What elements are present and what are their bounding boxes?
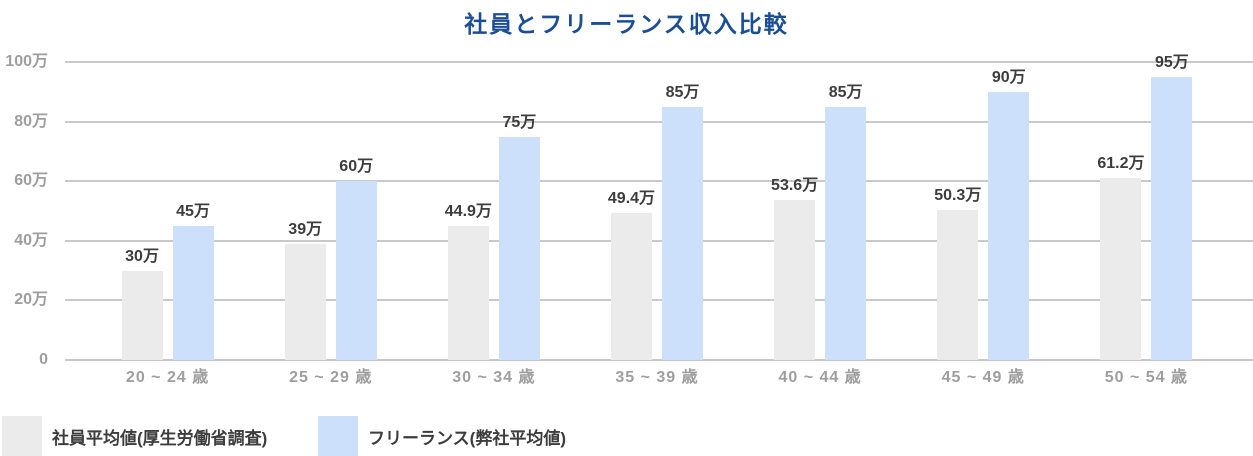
bar-fill <box>121 270 163 360</box>
gridline <box>65 299 1253 302</box>
chart-title: 社員とフリーランス収入比較 <box>464 11 789 37</box>
employee-bar: 39万 <box>284 221 326 360</box>
gridline <box>65 239 1253 242</box>
freelance-bar: 75万 <box>498 114 540 360</box>
legend-item-employee: 社員平均値(厚生労働省調査) <box>2 416 267 456</box>
bar-fill <box>825 106 867 360</box>
bar-group: 61.2万 95万 <box>1065 54 1228 360</box>
freelance-bar: 85万 <box>825 84 867 360</box>
bar-fill <box>988 91 1030 360</box>
employee-bar: 50.3万 <box>934 187 981 360</box>
plot-area: 30万 45万 39万 60万 44.9万 75万 49.4万 85万 53.6万 85万 50.3… <box>65 54 1253 361</box>
legend-label: 社員平均値(厚生労働省調査) <box>52 428 268 448</box>
legend: 社員平均値(厚生労働省調査) フリーランス(弊社平均値) <box>0 416 1253 456</box>
freelance-bar: 90万 <box>988 69 1030 360</box>
y-tick-label: 40万 <box>14 231 48 249</box>
bar-value-label: 53.6万 <box>771 177 819 195</box>
freelance-bar: 45万 <box>172 203 214 360</box>
bar-value-label: 75万 <box>502 113 537 131</box>
bar-value-label: 44.9万 <box>444 203 492 221</box>
bar-fill <box>661 106 703 360</box>
y-tick-label: 100万 <box>5 53 48 70</box>
gridline <box>65 61 1253 63</box>
bar-fill <box>172 225 214 360</box>
legend-swatch <box>318 416 358 456</box>
legend-label: フリーランス(弊社平均値) <box>368 428 566 448</box>
bar-fill <box>1151 76 1193 360</box>
employee-bar: 44.9万 <box>445 203 492 360</box>
x-tick-label: 30 ~ 34 歳 <box>452 369 536 386</box>
employee-bar: 30万 <box>121 248 163 360</box>
gridline <box>65 120 1253 123</box>
bar-group: 50.3万 90万 <box>902 62 1065 360</box>
employee-bar: 53.6万 <box>771 177 818 360</box>
bar-fill <box>447 226 489 360</box>
freelance-bar: 60万 <box>335 158 377 360</box>
y-tick-label: 80万 <box>14 112 48 130</box>
freelance-bar: 85万 <box>661 84 703 360</box>
bar-value-label: 85万 <box>828 83 863 101</box>
bar-value-label: 60万 <box>339 158 374 176</box>
bar-value-label: 61.2万 <box>1097 154 1145 172</box>
bar-fill <box>335 181 377 360</box>
bar-fill <box>1100 177 1142 360</box>
x-tick-label: 50 ~ 54 歳 <box>1104 369 1189 386</box>
y-axis: 0 20万 40万 60万 80万 100万 <box>0 53 48 368</box>
bars-row: 30万 45万 39万 60万 44.9万 75万 49.4万 85万 53.6万 85万 50.3… <box>65 54 1253 360</box>
legend-swatch <box>2 416 42 456</box>
x-tick-label: 35 ~ 39 歳 <box>615 369 699 386</box>
bar-value-label: 30万 <box>125 247 159 265</box>
bar-value-label: 50.3万 <box>934 187 982 205</box>
y-tick-label: 0 <box>39 351 48 368</box>
bar-value-label: 90万 <box>991 68 1026 86</box>
bar-group: 53.6万 85万 <box>739 62 902 360</box>
bar-value-label: 45万 <box>176 202 210 220</box>
legend-item-freelance: フリーランス(弊社平均値) <box>318 416 566 456</box>
x-tick-label: 20 ~ 24 歳 <box>125 369 210 386</box>
bar-group: 39万 60万 <box>249 62 412 360</box>
x-tick-label: 45 ~ 49 歳 <box>941 369 1025 386</box>
bar-fill <box>774 200 816 360</box>
employee-bar: 49.4万 <box>608 190 655 360</box>
x-tick-label: 40 ~ 44 歳 <box>778 369 862 386</box>
bar-group: 44.9万 75万 <box>412 62 575 360</box>
gridline <box>65 359 1253 361</box>
gridline <box>65 180 1253 183</box>
bar-value-label: 39万 <box>288 220 323 238</box>
bar-value-label: 95万 <box>1155 53 1189 71</box>
x-axis: 20 ~ 24 歳 25 ~ 29 歳 30 ~ 34 歳 35 ~ 39 歳 40 ~… <box>86 366 1228 390</box>
freelance-bar: 95万 <box>1151 54 1193 360</box>
x-tick-label: 25 ~ 29 歳 <box>289 369 373 386</box>
y-tick-label: 20万 <box>14 291 48 309</box>
bar-value-label: 85万 <box>665 83 700 101</box>
bar-group: 49.4万 85万 <box>575 62 738 360</box>
employee-bar: 61.2万 <box>1097 155 1144 360</box>
bar-fill <box>284 243 326 360</box>
bar-value-label: 49.4万 <box>607 189 656 207</box>
bar-fill <box>498 136 540 360</box>
bar-fill <box>610 212 652 360</box>
bar-fill <box>937 210 979 360</box>
bar-group: 30万 45万 <box>86 62 249 360</box>
y-tick-label: 60万 <box>14 172 48 190</box>
